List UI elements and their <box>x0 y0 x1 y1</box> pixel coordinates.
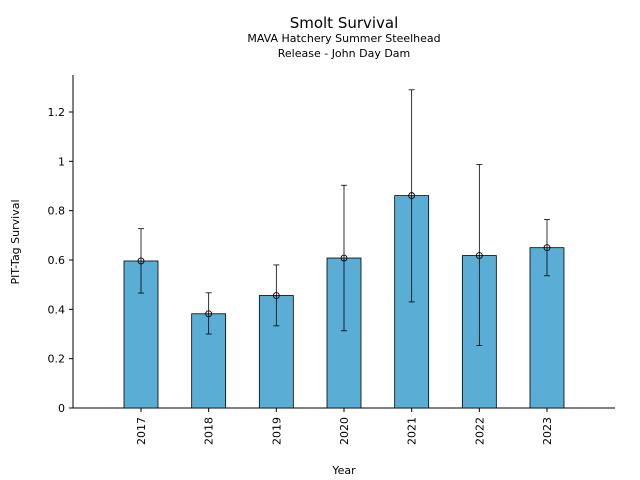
data-point <box>408 192 416 200</box>
y-tick-label: 0 <box>58 402 65 415</box>
y-tick-label: 0.8 <box>48 205 66 218</box>
y-axis-label: PIT-Tag Survival <box>9 199 22 284</box>
chart-subtitle-line-1: MAVA Hatchery Summer Steelhead <box>247 32 440 45</box>
y-tick-label: 0.4 <box>48 303 66 316</box>
y-tick-label: 1 <box>58 155 65 168</box>
x-tick-label: 2018 <box>203 417 216 445</box>
data-point <box>475 252 483 260</box>
plot-area: 0 0.2 0.4 0.6 0.8 1 1.2 2017 2018 2019 2020 2021 202… <box>48 75 615 445</box>
y-tick-label: 1.2 <box>48 106 66 119</box>
data-point <box>205 310 213 318</box>
x-tick-label: 2021 <box>406 417 419 445</box>
x-tick-label: 2020 <box>338 417 351 445</box>
chart-title: Smolt Survival <box>290 14 399 32</box>
data-point <box>137 257 145 265</box>
x-tick-label: 2019 <box>270 417 283 445</box>
data-point <box>340 254 348 262</box>
data-point <box>272 292 280 299</box>
x-tick-label: 2023 <box>541 417 554 445</box>
x-tick-label: 2022 <box>473 417 486 445</box>
chart-subtitle-line-2: Release - John Day Dam <box>278 47 411 60</box>
y-tick-label: 0.2 <box>48 353 66 366</box>
x-tick-label: 2017 <box>135 417 148 445</box>
y-tick-label: 0.6 <box>48 254 66 267</box>
data-point <box>543 244 551 252</box>
x-axis-label: Year <box>331 464 356 477</box>
